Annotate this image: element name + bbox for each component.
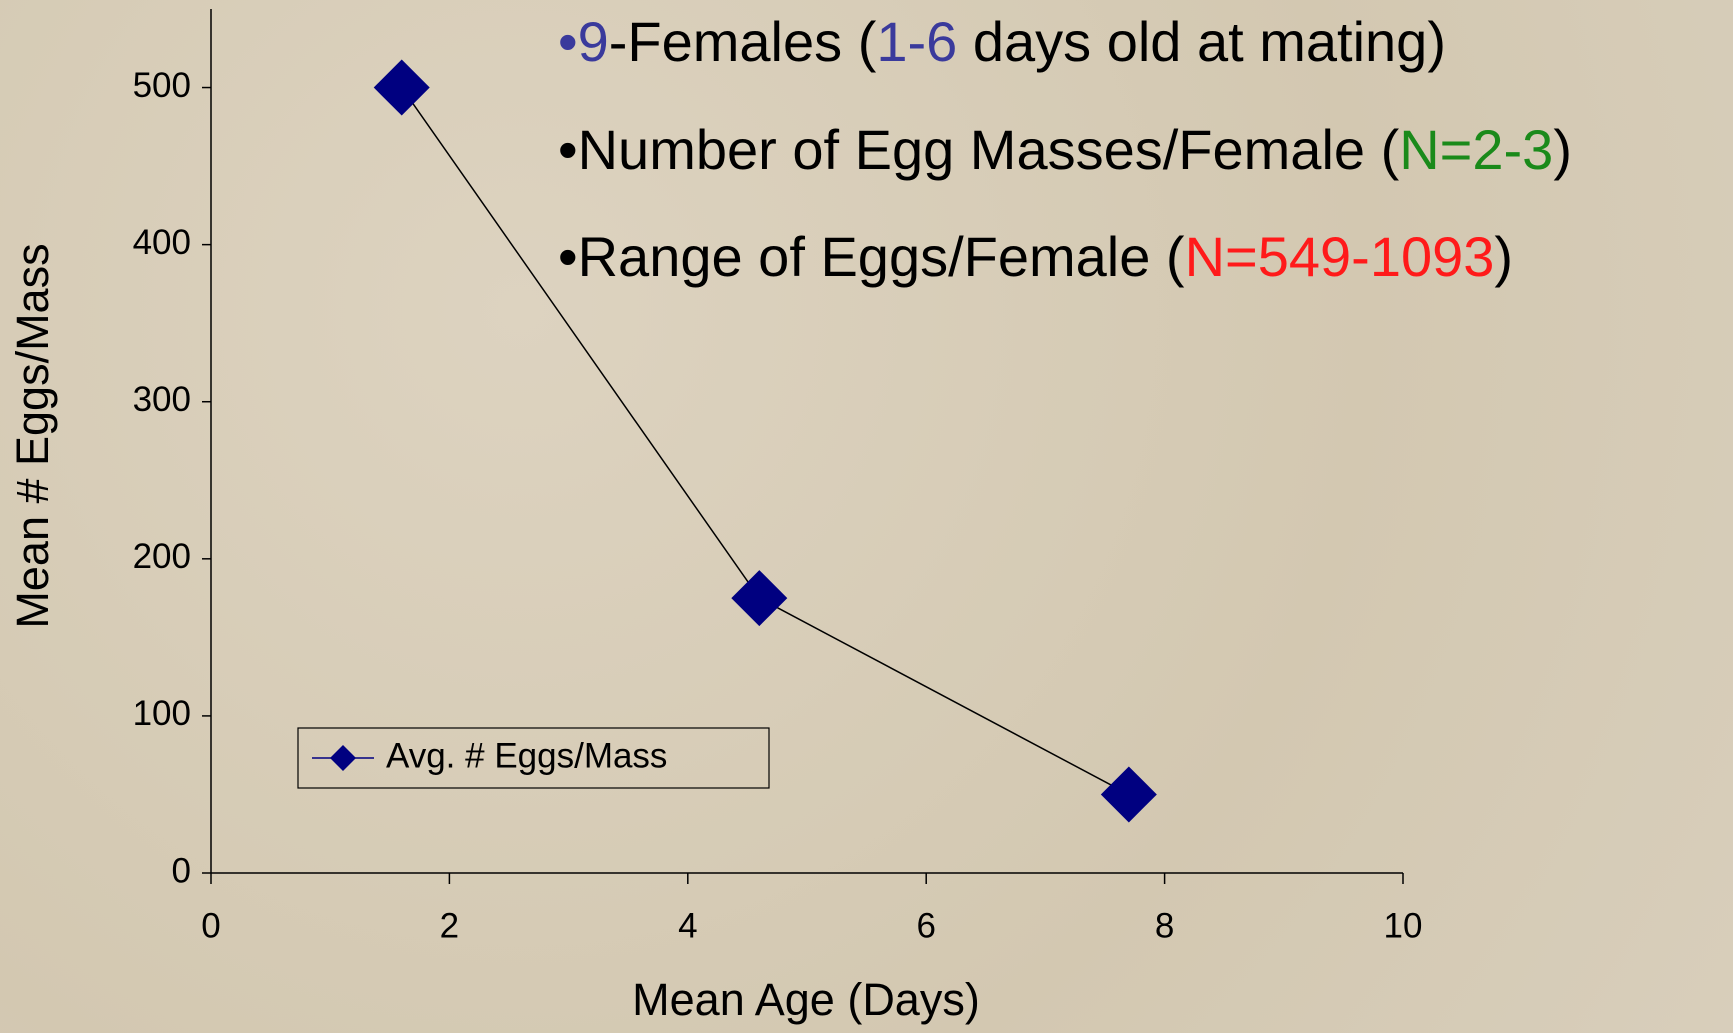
- y-tick-label: 300: [133, 380, 191, 419]
- x-tick-label: 6: [916, 906, 935, 945]
- y-axis-label: Mean # Eggs/Mass: [7, 243, 58, 628]
- x-tick-label: 4: [678, 906, 697, 945]
- annotation: •Number of Egg Masses/Female (N=2-3): [558, 118, 1572, 181]
- y-tick-label: 400: [133, 223, 191, 262]
- annotation-part: -Females (: [609, 10, 877, 73]
- x-axis-label: Mean Age (Days): [632, 974, 980, 1025]
- data-point: [731, 570, 788, 627]
- annotation-part: N=2-3: [1399, 118, 1553, 181]
- y-tick-label: 100: [133, 694, 191, 733]
- annotation-part: ): [1553, 118, 1572, 181]
- annotation-part: days old at mating): [957, 10, 1446, 73]
- x-tick-label: 10: [1384, 906, 1423, 945]
- data-point: [373, 59, 430, 116]
- y-tick-label: 0: [172, 851, 191, 890]
- x-tick-label: 0: [201, 906, 220, 945]
- annotation-part: •Number of Egg Masses/Female (: [558, 118, 1400, 181]
- x-tick-label: 2: [440, 906, 459, 945]
- annotation: •9-Females (1-6 days old at mating): [558, 10, 1446, 73]
- y-tick-label: 200: [133, 537, 191, 576]
- legend-box: [297, 727, 770, 789]
- data-point: [1100, 766, 1157, 823]
- annotation-part: •Range of Eggs/Female (: [558, 225, 1185, 288]
- legend-marker: [330, 745, 356, 771]
- annotation: •Range of Eggs/Female (N=549-1093): [558, 225, 1513, 288]
- annotation-part: 1-6: [876, 10, 957, 73]
- annotation-part: •9: [558, 10, 609, 73]
- series-line: [401, 87, 1130, 796]
- annotation-part: N=549-1093: [1185, 225, 1495, 288]
- x-tick-label: 8: [1155, 906, 1174, 945]
- annotation-part: ): [1494, 225, 1513, 288]
- legend-label: Avg. # Eggs/Mass: [386, 736, 667, 775]
- y-tick-label: 500: [133, 66, 191, 105]
